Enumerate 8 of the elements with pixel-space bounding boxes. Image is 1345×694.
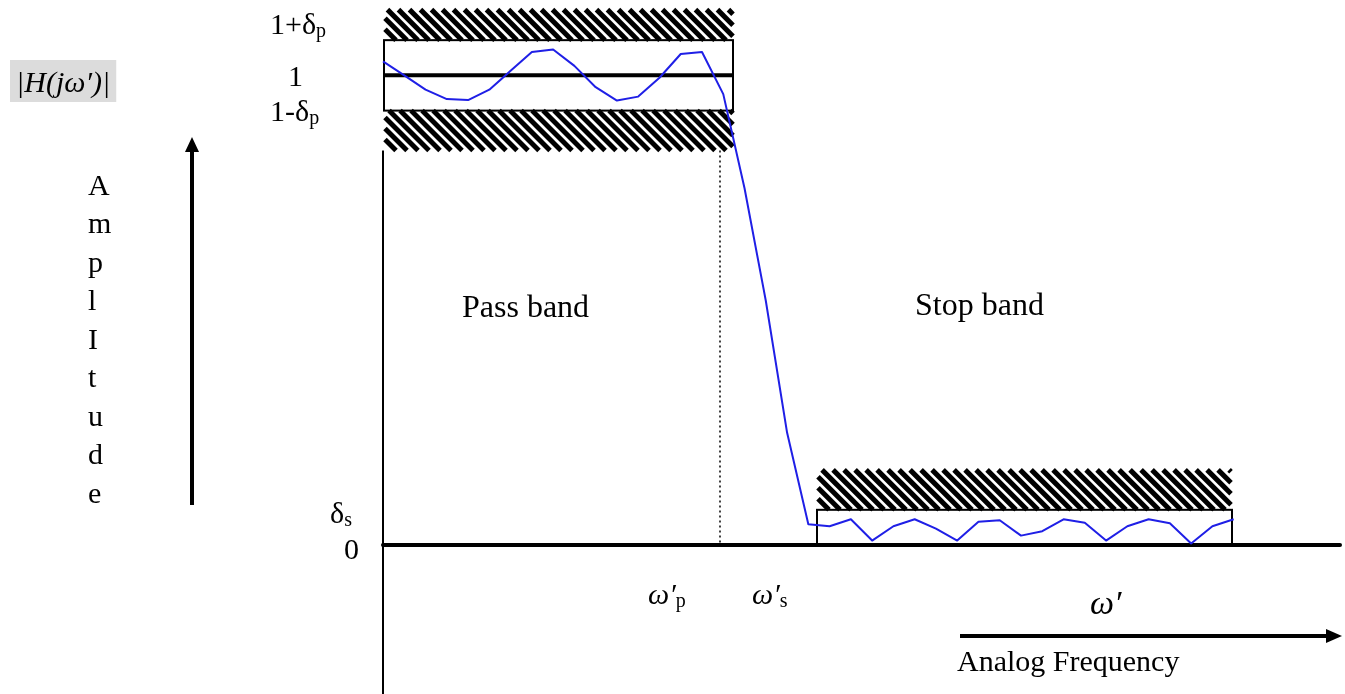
text: ω′	[1090, 583, 1123, 621]
text: |H(jω′)|	[16, 64, 111, 99]
text: 0	[344, 531, 359, 565]
x-axis-title: Analog Frequency	[957, 643, 1180, 677]
text: 1	[288, 58, 303, 92]
text: AmplItude	[88, 167, 112, 509]
annotation: Stop band	[915, 286, 1044, 322]
annotation: Pass band	[462, 288, 590, 324]
